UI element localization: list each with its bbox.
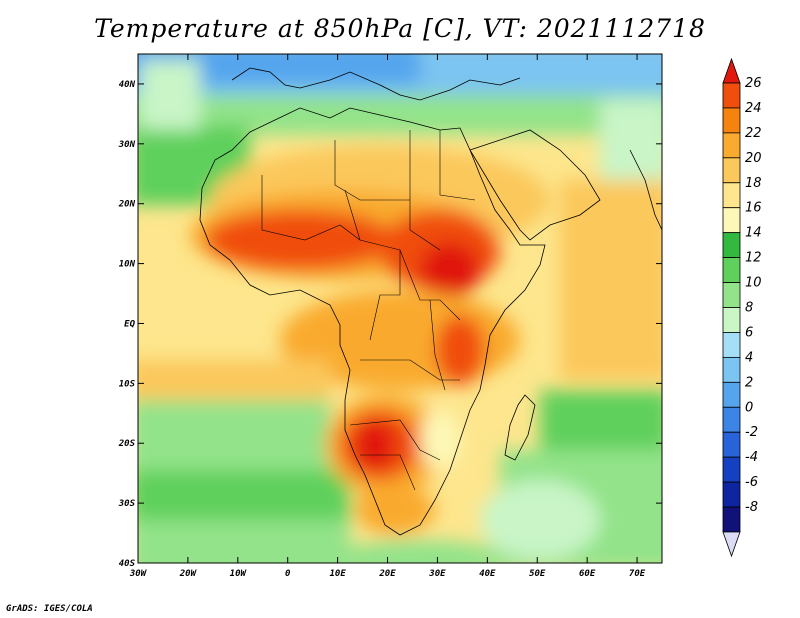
x-tick-label: 20W (179, 569, 198, 579)
x-tick-label: 70E (629, 569, 646, 579)
y-tick-label: 10S (119, 379, 136, 389)
x-axis-ticks: 30W 20W 10W 0 10E 20E 30E 40E 50E 60E 70E (129, 54, 646, 579)
colorbar-box (722, 82, 741, 109)
colorbar-label: 24 (745, 101, 762, 116)
x-tick-label: 10E (329, 569, 346, 579)
colorbar-box (722, 132, 741, 159)
colorbar-label: 22 (745, 126, 762, 141)
colorbar-box (722, 282, 741, 308)
colorbar-box (722, 456, 741, 483)
y-axis-ticks: 40N 30N 20N 10N EQ 10S 20S 30S 40S (118, 80, 662, 569)
colorbar-label: 10 (745, 276, 762, 291)
temperature-field (138, 54, 662, 563)
colorbar-label: 4 (745, 350, 753, 365)
x-tick-label: 30E (428, 569, 446, 579)
map-title: Temperature at 850hPa [C], VT: 202111271… (94, 14, 706, 43)
colorbar-box (722, 257, 741, 283)
colorbar-box (722, 332, 741, 358)
colorbar-label: -2 (745, 425, 758, 440)
x-tick-label: 60E (579, 569, 596, 579)
colorbar-box (722, 481, 741, 508)
colorbar-label: -4 (745, 450, 758, 465)
x-tick-label: 10W (230, 569, 248, 579)
colorbar-box (722, 207, 741, 234)
y-tick-label: 20S (118, 439, 136, 449)
colorbar-top-arrow (722, 57, 741, 84)
colorbar-label: -8 (745, 500, 758, 515)
colorbar-label: 12 (745, 251, 762, 266)
y-tick-label: EQ (124, 319, 135, 329)
y-tick-label: 30N (118, 140, 136, 150)
colorbar-box (722, 107, 741, 134)
x-tick-label: 0 (285, 569, 291, 579)
colorbar-label: 2 (745, 375, 753, 390)
y-tick-label: 40S (119, 559, 136, 569)
map-frame (137, 53, 663, 564)
colorbar-box (722, 506, 741, 533)
x-tick-label: 40E (479, 569, 496, 579)
colorbar-box (722, 157, 741, 184)
colorbar-label: 18 (745, 176, 762, 191)
colorbar-box (722, 356, 741, 383)
colorbar-label: 8 (745, 301, 753, 316)
colorbar-label: 0 (745, 400, 753, 415)
colorbar-box (722, 406, 741, 433)
colorbar-label: 6 (745, 325, 753, 340)
x-tick-label: 50E (529, 569, 546, 579)
x-tick-label: 20E (378, 569, 396, 579)
colorbar-label: 14 (745, 226, 762, 241)
colorbar-bottom-arrow (722, 531, 741, 558)
y-tick-label: 40N (119, 80, 136, 90)
colorbar-label: 20 (745, 151, 762, 166)
y-tick-label: 30S (118, 499, 136, 509)
colorbar-box (722, 307, 741, 333)
colorbar-box (722, 431, 741, 458)
footer-credit: GrADS: IGES/COLA (6, 604, 93, 614)
colorbar-label: 16 (745, 201, 762, 216)
colorbar-box (722, 232, 741, 259)
y-tick-label: 20N (118, 200, 136, 210)
colorbar-label: -6 (745, 475, 758, 490)
country-borders (261, 130, 476, 491)
colorbar-box (722, 381, 741, 408)
colorbar-label: 26 (745, 76, 762, 91)
colorbar-box (722, 182, 741, 209)
coastlines (199, 67, 662, 536)
x-tick-label: 30W (129, 569, 148, 579)
y-tick-label: 10N (119, 260, 136, 270)
